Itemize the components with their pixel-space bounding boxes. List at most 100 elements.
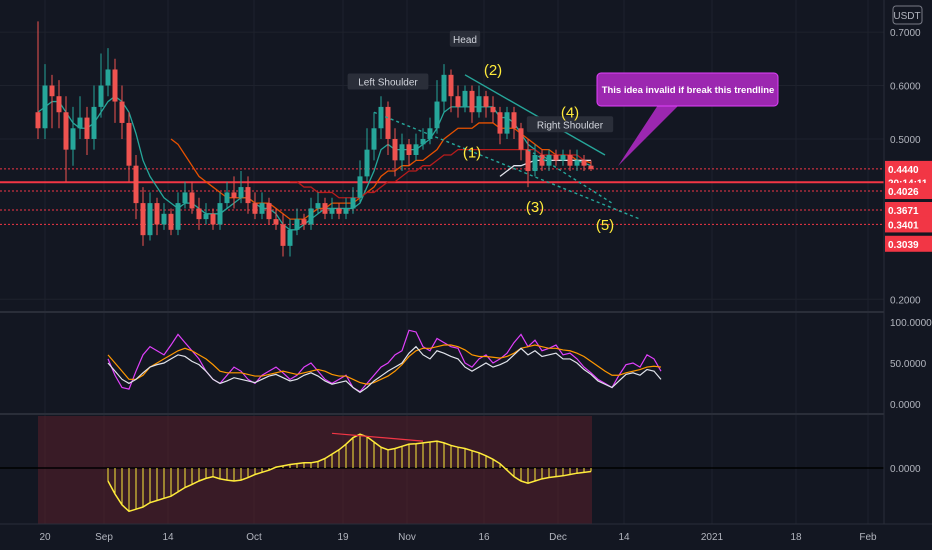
time-tick: 16 [478, 532, 490, 543]
candle-32 [259, 192, 265, 220]
currency-button[interactable]: USDT [892, 5, 923, 25]
candle-body [168, 213, 174, 230]
divergence-line [331, 432, 424, 442]
candle-26 [217, 192, 223, 230]
candle-25 [210, 208, 216, 230]
candle-body [273, 219, 279, 225]
candle-body [322, 203, 328, 214]
candle-78 [581, 155, 587, 172]
candle-body [553, 155, 559, 161]
candle-75 [560, 149, 566, 166]
candle-7 [84, 106, 90, 155]
price-tag-bg [885, 216, 932, 233]
pattern-label: Right Shoulder [537, 120, 604, 131]
price-tag: 0.3401 [888, 220, 919, 231]
hist-outline [107, 433, 592, 513]
candle-56 [427, 117, 433, 145]
osc-tick: 0.0000 [890, 400, 921, 411]
candle-body [210, 213, 216, 225]
candle-1 [42, 64, 48, 139]
candle-29 [238, 171, 244, 204]
pattern-label-bg [449, 30, 481, 47]
candle-body [364, 149, 370, 177]
candle-body [196, 208, 202, 220]
candle-14 [133, 155, 139, 220]
candle-72 [539, 149, 545, 172]
candle-59 [448, 69, 454, 113]
candle-2 [49, 74, 55, 129]
candle-body [392, 138, 398, 161]
candle-55 [420, 128, 426, 150]
candle-64 [483, 90, 489, 118]
candle-67 [504, 106, 510, 139]
candle-body [231, 192, 237, 198]
candle-58 [441, 64, 447, 113]
candle-body [441, 74, 447, 102]
price-tag: 0.3671 [888, 206, 919, 217]
candle-body [133, 165, 139, 204]
oscillator-pane [107, 329, 662, 394]
candle-body [154, 203, 160, 225]
trendlines[interactable] [373, 74, 641, 220]
price-tick: 0.6000 [890, 82, 921, 93]
time-tick: 14 [162, 532, 174, 543]
candle-61 [462, 85, 468, 113]
price-tag: 0.4026 [888, 187, 919, 198]
candle-0 [35, 21, 41, 139]
candle-41 [322, 197, 328, 220]
candle-body [56, 96, 62, 113]
candle-77 [574, 149, 580, 172]
candle-body [420, 138, 426, 145]
candle-body [175, 203, 181, 230]
candle-16 [147, 192, 153, 241]
horizontal-levels [0, 168, 884, 225]
candle-body [203, 213, 209, 220]
price-tag: 0.3039 [888, 240, 919, 251]
candle-body [245, 187, 251, 204]
candle-body [105, 69, 111, 86]
candle-62 [469, 85, 475, 123]
candle-30 [245, 176, 251, 214]
candle-body [70, 128, 76, 150]
histogram-pane [0, 416, 884, 524]
price-tag-bg [885, 160, 932, 177]
candle-body [336, 208, 342, 214]
wave-label: (5) [596, 217, 614, 234]
time-tick: Nov [398, 532, 416, 543]
price-tag-bg [885, 183, 932, 200]
price-axis[interactable]: 0.70000.60000.50000.20000.444020:14:110.… [883, 0, 932, 524]
osc-series-0 [107, 329, 662, 393]
candle-18 [161, 203, 167, 230]
candle-9 [98, 53, 104, 118]
candle-33 [266, 197, 272, 225]
candle-38 [301, 213, 307, 230]
candle-36 [287, 219, 293, 257]
candle-body [147, 203, 153, 236]
candle-body [280, 224, 286, 246]
pattern-label: Left Shoulder [358, 78, 418, 89]
time-axis[interactable]: 20 Sep 14 Oct 19 Nov 16 Dec 14 2021 18 Feb [0, 523, 932, 543]
candle-74 [553, 149, 559, 166]
callout-note[interactable]: This idea invalid if break this trendlin… [596, 72, 779, 166]
candle-body [385, 106, 391, 139]
candle-22 [189, 181, 195, 214]
candle-47 [364, 128, 370, 182]
candle-body [119, 101, 125, 123]
candle-body [399, 144, 405, 161]
hist-tick: 0.0000 [890, 464, 921, 475]
candle-body [581, 160, 587, 166]
candlesticks [35, 21, 594, 257]
candle-body [490, 106, 496, 113]
time-tick: Feb [859, 532, 877, 543]
candle-10 [105, 48, 111, 97]
candle-body [532, 155, 538, 172]
candle-76 [567, 149, 573, 172]
osc-tick: 100.0000 [890, 318, 932, 329]
time-tick: 20 [39, 532, 51, 543]
candle-40 [315, 192, 321, 214]
candle-45 [350, 187, 356, 214]
price-tag-bg [885, 201, 932, 218]
candle-52 [399, 133, 405, 172]
candle-28 [231, 176, 237, 209]
